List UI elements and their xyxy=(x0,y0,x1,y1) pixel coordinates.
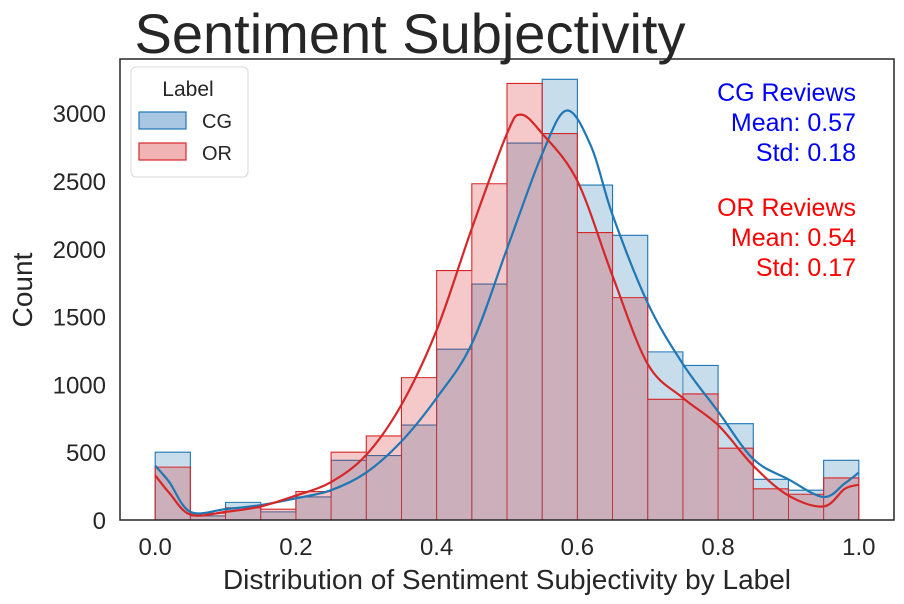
or-stats-mean: Mean: 0.54 xyxy=(731,224,856,252)
y-tick-label: 2500 xyxy=(53,169,106,196)
bar-cg-19 xyxy=(823,460,859,520)
or-stats-title: OR Reviews xyxy=(717,194,856,222)
y-tick-label: 3000 xyxy=(53,101,106,128)
plot-frame xyxy=(119,58,895,521)
kde-line-or xyxy=(154,113,860,517)
bar-cg-3 xyxy=(260,511,296,520)
x-tick-label: 0.2 xyxy=(279,534,312,561)
legend-title: Label xyxy=(162,78,213,101)
bar-or-14 xyxy=(647,399,683,520)
bar-or-13 xyxy=(612,297,648,520)
bar-or-1 xyxy=(190,513,226,520)
x-axis: 0.0 0.2 0.4 0.6 0.8 1.0 xyxy=(138,534,875,561)
bar-or-11 xyxy=(542,133,578,520)
cg-stats-std: Std: 0.18 xyxy=(756,139,856,167)
x-tick-label: 1.0 xyxy=(842,534,875,561)
bar-or-10 xyxy=(507,83,543,520)
bar-cg-17 xyxy=(753,479,789,520)
bar-or-6 xyxy=(366,435,402,520)
y-tick-label: 1500 xyxy=(53,305,106,332)
bar-or-19 xyxy=(823,477,859,520)
bar-cg-8 xyxy=(436,349,472,520)
y-tick-label: 1000 xyxy=(53,372,106,399)
bar-cg-9 xyxy=(471,284,507,520)
bar-or-12 xyxy=(577,232,613,520)
y-axis: 0 500 1000 1500 2000 2500 3000 xyxy=(53,101,106,535)
bar-cg-12 xyxy=(577,185,613,521)
y-tick-label: 500 xyxy=(66,440,106,467)
bar-cg-13 xyxy=(612,235,648,520)
legend-swatch-cg xyxy=(138,111,187,130)
chart-title: Sentiment Subjectivity xyxy=(135,2,686,65)
x-tick-label: 0.6 xyxy=(561,534,594,561)
cg-stats-title: CG Reviews xyxy=(717,79,856,107)
bar-cg-7 xyxy=(401,425,437,520)
bar-or-9 xyxy=(471,183,507,520)
or-stats-std: Std: 0.17 xyxy=(756,254,856,282)
cg-stats-mean: Mean: 0.57 xyxy=(731,109,856,137)
bar-cg-4 xyxy=(295,496,332,520)
legend: Label CG OR xyxy=(130,66,249,178)
stats-annotations: CG Reviews Mean: 0.57 Std: 0.18 OR Revie… xyxy=(717,79,856,282)
bar-or-15 xyxy=(682,393,719,520)
y-tick-label: 0 xyxy=(93,508,106,535)
kde-line-cg xyxy=(154,109,860,515)
y-tick-label: 2000 xyxy=(53,237,106,264)
bar-or-17 xyxy=(753,488,789,520)
y-axis-title: Count xyxy=(7,252,38,327)
series-or xyxy=(154,82,860,520)
legend-label-cg: CG xyxy=(202,111,232,133)
bar-or-3 xyxy=(260,509,296,520)
legend-label-or: OR xyxy=(202,143,232,165)
x-tick-label: 0.4 xyxy=(420,534,453,561)
x-tick-label: 0.8 xyxy=(701,534,734,561)
bar-cg-1 xyxy=(190,515,226,520)
bar-or-5 xyxy=(331,452,367,520)
bar-cg-16 xyxy=(718,423,754,520)
bar-cg-6 xyxy=(366,455,402,520)
legend-swatch-or xyxy=(138,142,187,161)
bar-cg-10 xyxy=(507,143,543,521)
bar-or-8 xyxy=(436,270,472,520)
plot-area xyxy=(154,78,860,521)
bar-or-7 xyxy=(401,377,437,520)
bar-cg-14 xyxy=(647,351,683,520)
bar-cg-15 xyxy=(682,365,719,520)
x-axis-title: Distribution of Sentiment Subjectivity b… xyxy=(223,564,791,595)
x-tick-label: 0.0 xyxy=(138,534,171,561)
